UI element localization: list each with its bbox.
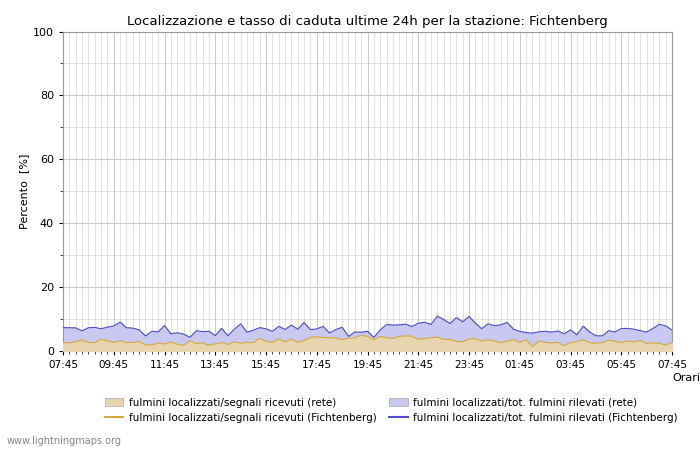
- Y-axis label: Percento  [%]: Percento [%]: [19, 153, 29, 229]
- Title: Localizzazione e tasso di caduta ultime 24h per la stazione: Fichtenberg: Localizzazione e tasso di caduta ultime …: [127, 14, 608, 27]
- Text: Orario: Orario: [672, 374, 700, 383]
- Text: www.lightningmaps.org: www.lightningmaps.org: [7, 436, 122, 446]
- Legend: fulmini localizzati/segnali ricevuti (rete), fulmini localizzati/segnali ricevut: fulmini localizzati/segnali ricevuti (re…: [105, 398, 678, 423]
